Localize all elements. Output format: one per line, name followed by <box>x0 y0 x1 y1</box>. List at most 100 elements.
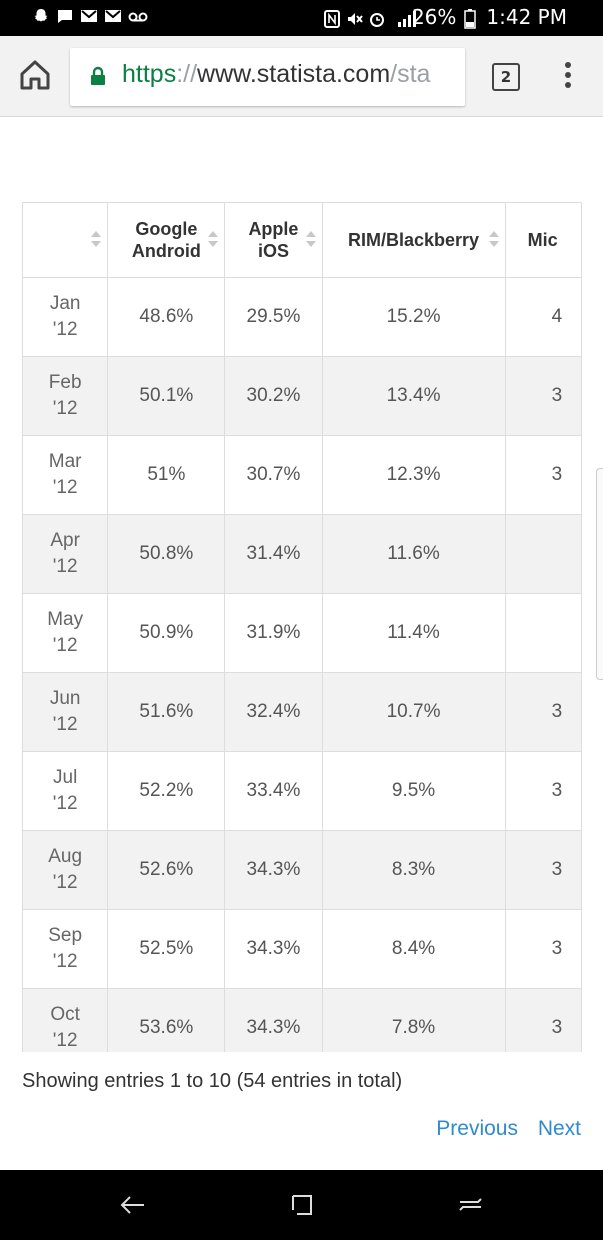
microsoft-cell: 3 <box>504 988 582 1052</box>
column-label: Google Android <box>131 219 201 261</box>
date-cell: Jan '12 <box>22 277 109 357</box>
battery-percent: 26% <box>411 5 457 29</box>
table-body: Jan '12 48.6% 29.5% 15.2% 4 Feb '12 50.1% 30.2%… <box>22 277 582 1052</box>
ios-cell: 34.3% <box>224 988 323 1052</box>
home-nav-icon[interactable] <box>455 1190 485 1220</box>
android-cell: 50.9% <box>107 593 226 673</box>
microsoft-cell: 4 <box>504 277 582 357</box>
date-cell: Jun '12 <box>22 672 109 752</box>
ios-cell: 32.4% <box>224 672 323 752</box>
microsoft-cell: 3 <box>504 751 582 831</box>
table-row: Oct '12 53.6% 34.3% 7.8% 3 <box>22 988 582 1052</box>
sort-icon <box>305 231 316 247</box>
column-label: Mic <box>527 230 558 250</box>
table-row: Aug '12 52.6% 34.3% 8.3% 3 <box>22 830 582 910</box>
ios-cell: 34.3% <box>224 909 323 989</box>
notification-icons <box>32 7 148 25</box>
column-header-microsoft[interactable]: Mic <box>504 202 582 278</box>
entries-info: Showing entries 1 to 10 (54 entries in t… <box>22 1070 403 1092</box>
rim-cell: 11.6% <box>321 514 506 594</box>
column-header-ios[interactable]: Apple iOS <box>224 202 323 278</box>
alarm-icon <box>368 9 384 27</box>
microsoft-cell: 3 <box>504 830 582 910</box>
android-cell: 50.8% <box>107 514 226 594</box>
ios-cell: 29.5% <box>224 277 323 357</box>
voicemail-icon <box>128 7 148 25</box>
url-text: https://www.statista.com/sta <box>122 60 430 89</box>
column-header-date[interactable] <box>22 202 109 278</box>
rim-cell: 10.7% <box>321 672 506 752</box>
table-row: Mar '12 51% 30.7% 12.3% 3 <box>22 435 582 515</box>
tabs-icon[interactable]: 2 <box>492 63 520 91</box>
battery-icon <box>464 9 478 29</box>
android-cell: 50.1% <box>107 356 226 436</box>
url-separator: :// <box>176 60 198 88</box>
rim-cell: 11.4% <box>321 593 506 673</box>
microsoft-cell: 3 <box>504 435 582 515</box>
nfc-icon <box>323 9 340 28</box>
gmail-icon <box>80 7 98 25</box>
column-label: RIM/Blackberry <box>348 230 480 250</box>
column-header-rim[interactable]: RIM/Blackberry <box>321 202 506 278</box>
pagination: Previous Next <box>422 1117 581 1141</box>
ios-cell: 33.4% <box>224 751 323 831</box>
ios-cell: 31.9% <box>224 593 323 673</box>
table-row: Sep '12 52.5% 34.3% 8.4% 3 <box>22 909 582 989</box>
microsoft-cell: 3 <box>504 672 582 752</box>
android-cell: 52.5% <box>107 909 226 989</box>
back-icon[interactable] <box>118 1190 148 1220</box>
status-right: 26% 1:42 PM <box>323 5 567 29</box>
rim-cell: 12.3% <box>321 435 506 515</box>
system-nav-bar <box>0 1170 603 1240</box>
status-bar: 26% 1:42 PM <box>0 0 603 36</box>
date-cell: Jul '12 <box>22 751 109 831</box>
table-row: Apr '12 50.8% 31.4% 11.6% <box>22 514 582 594</box>
ios-cell: 34.3% <box>224 830 323 910</box>
rim-cell: 8.4% <box>321 909 506 989</box>
home-icon[interactable] <box>18 58 54 94</box>
android-cell: 51.6% <box>107 672 226 752</box>
ios-cell: 30.7% <box>224 435 323 515</box>
column-header-android[interactable]: Google Android <box>107 202 226 278</box>
url-host: www.statista.com <box>197 60 391 88</box>
rim-cell: 13.4% <box>321 356 506 436</box>
mute-icon <box>346 9 363 25</box>
scrollbar-thumb[interactable] <box>596 468 603 680</box>
table-row: Feb '12 50.1% 30.2% 13.4% 3 <box>22 356 582 436</box>
rim-cell: 9.5% <box>321 751 506 831</box>
recents-icon[interactable] <box>287 1190 317 1220</box>
table-row: Jan '12 48.6% 29.5% 15.2% 4 <box>22 277 582 357</box>
signal-icon <box>390 9 416 27</box>
date-cell: Sep '12 <box>22 909 109 989</box>
date-cell: Aug '12 <box>22 830 109 910</box>
android-cell: 51% <box>107 435 226 515</box>
android-cell: 48.6% <box>107 277 226 357</box>
next-link[interactable]: Next <box>537 1117 581 1140</box>
date-cell: Oct '12 <box>22 988 109 1052</box>
microsoft-cell <box>504 514 582 594</box>
menu-icon[interactable] <box>558 62 578 92</box>
table-row: Jun '12 51.6% 32.4% 10.7% 3 <box>22 672 582 752</box>
clock: 1:42 PM <box>486 5 567 29</box>
lock-icon <box>90 66 106 86</box>
sort-icon <box>488 231 499 247</box>
sort-icon <box>91 231 102 247</box>
microsoft-cell <box>504 593 582 673</box>
rim-cell: 15.2% <box>321 277 506 357</box>
table-header-row: Google Android Apple iOS RIM/Blackberry … <box>22 202 582 278</box>
table-row: May '12 50.9% 31.9% 11.4% <box>22 593 582 673</box>
rim-cell: 7.8% <box>321 988 506 1052</box>
microsoft-cell: 3 <box>504 909 582 989</box>
column-label: Apple iOS <box>248 219 299 261</box>
ios-cell: 31.4% <box>224 514 323 594</box>
rim-cell: 8.3% <box>321 830 506 910</box>
date-cell: Apr '12 <box>22 514 109 594</box>
address-bar[interactable]: https://www.statista.com/sta <box>70 48 465 106</box>
market-share-table-container[interactable]: Google Android Apple iOS RIM/Blackberry … <box>22 202 582 1052</box>
date-cell: Mar '12 <box>22 435 109 515</box>
previous-link[interactable]: Previous <box>436 1117 518 1140</box>
microsoft-cell: 3 <box>504 356 582 436</box>
date-cell: May '12 <box>22 593 109 673</box>
market-share-table: Google Android Apple iOS RIM/Blackberry … <box>22 202 582 1052</box>
android-cell: 53.6% <box>107 988 226 1052</box>
